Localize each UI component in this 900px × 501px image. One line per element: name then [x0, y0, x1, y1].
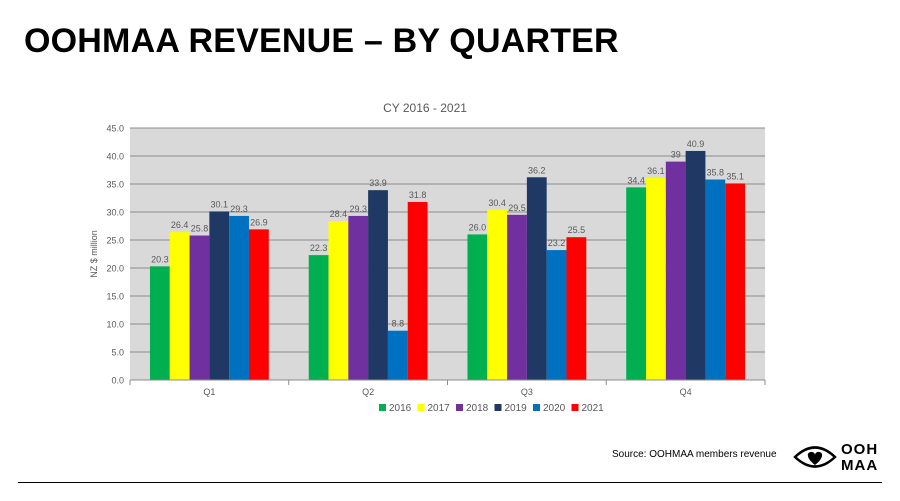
chart-title: CY 2016 - 2021: [383, 101, 467, 115]
data-label: 29.5: [508, 203, 526, 213]
bottom-divider: [18, 482, 882, 483]
y-tick-label: 30.0: [106, 208, 124, 218]
legend: 2016 2017 2018 2019 2020 2021: [379, 403, 604, 414]
legend-label-2021: 2021: [582, 403, 605, 414]
bar-2018-Q1: [189, 235, 210, 380]
bar-2020-Q3: [546, 250, 567, 380]
bar-2021-Q2: [407, 201, 428, 380]
y-tick-label: 35.0: [106, 180, 124, 190]
data-label: 25.5: [568, 225, 586, 235]
bar-2021-Q1: [248, 229, 269, 380]
y-tick-label: 5.0: [111, 348, 124, 358]
bar-2016-Q2: [308, 255, 329, 380]
legend-swatch-2019: [494, 404, 502, 411]
data-label: 30.4: [488, 198, 506, 208]
data-label: 33.9: [369, 178, 387, 188]
bar-2017-Q2: [328, 220, 349, 380]
y-tick-label: 0.0: [111, 376, 124, 386]
data-label: 36.1: [647, 166, 665, 176]
data-label: 25.8: [191, 224, 209, 234]
legend-label-2019: 2019: [505, 403, 528, 414]
data-label: 34.4: [627, 175, 645, 185]
y-tick-label: 20.0: [106, 264, 124, 274]
data-label: 22.3: [310, 243, 328, 253]
slide-title: OOHMAA REVENUE – BY QUARTER: [24, 22, 619, 60]
bar-2017-Q3: [487, 209, 508, 380]
y-tick-label: 25.0: [106, 236, 124, 246]
y-axis-title: NZ $ million: [89, 230, 99, 278]
legend-label-2018: 2018: [466, 403, 489, 414]
bar-2016-Q4: [626, 187, 647, 380]
data-label: 39: [671, 150, 681, 160]
x-tick-label: Q1: [203, 387, 215, 397]
bar-2020-Q4: [705, 179, 726, 380]
data-label: 30.1: [211, 199, 229, 209]
data-label: 20.3: [151, 254, 169, 264]
data-label: 26.9: [250, 217, 268, 227]
y-tick-label: 15.0: [106, 292, 124, 302]
legend-label-2017: 2017: [428, 403, 451, 414]
data-labels: 20.326.4 25.830.1 29.326.922.328.429.333.9…: [151, 139, 744, 329]
data-label: 23.2: [548, 238, 566, 248]
legend-label-2020: 2020: [543, 403, 566, 414]
data-label: 31.8: [409, 190, 427, 200]
bar-2017-Q1: [169, 232, 190, 380]
data-label: 26.4: [171, 220, 189, 230]
data-label: 29.3: [230, 204, 248, 214]
bar-2018-Q4: [665, 161, 686, 380]
legend-label-2016: 2016: [389, 403, 412, 414]
data-label: 8.8: [392, 319, 405, 329]
data-label: 29.3: [349, 204, 367, 214]
data-label: 35.8: [707, 168, 725, 178]
source-note: Source: OOHMAA members revenue: [612, 449, 777, 460]
bar-2017-Q4: [646, 177, 666, 380]
y-tick-label: 45.0: [106, 124, 124, 134]
bar-2019-Q2: [368, 190, 388, 380]
legend-swatch-2021: [571, 404, 579, 411]
legend-swatch-2020: [533, 404, 540, 411]
data-label: 26.0: [469, 222, 487, 232]
bar-2016-Q3: [467, 234, 488, 380]
bar-2019-Q1: [209, 211, 230, 380]
data-label: 40.9: [687, 139, 705, 149]
bar-2021-Q3: [566, 237, 587, 380]
bar-2018-Q3: [507, 214, 527, 380]
eye-icon: [793, 446, 837, 468]
x-tick-label: Q2: [362, 387, 374, 397]
data-label: 35.1: [726, 171, 744, 181]
bars: [149, 150, 746, 380]
bar-2019-Q3: [526, 177, 547, 380]
logo-text-line1: OOH: [841, 441, 879, 458]
bar-2018-Q2: [348, 215, 369, 380]
y-tick-label: 10.0: [106, 320, 124, 330]
bar-2019-Q4: [685, 150, 706, 380]
logo-text-line2: MAA: [841, 457, 879, 474]
legend-swatch-2017: [417, 404, 425, 411]
bar-2021-Q4: [725, 183, 746, 380]
data-label: 36.2: [528, 165, 546, 175]
bar-2020-Q1: [229, 215, 249, 380]
bar-2016-Q1: [149, 266, 170, 380]
x-tick-label: Q4: [680, 387, 692, 397]
legend-swatch-2018: [456, 404, 463, 411]
oohmaa-logo: OOH MAA: [793, 440, 883, 480]
axes: 0.0 5.0 10.0 15.0 20.0 25.0 30.0 35.0 40.0 45.0 Q1…: [106, 124, 766, 397]
data-label: 28.4: [330, 209, 348, 219]
y-tick-label: 40.0: [106, 152, 124, 162]
legend-swatch-2016: [379, 404, 386, 411]
bar-2020-Q2: [387, 330, 408, 380]
x-tick-label: Q3: [521, 387, 533, 397]
